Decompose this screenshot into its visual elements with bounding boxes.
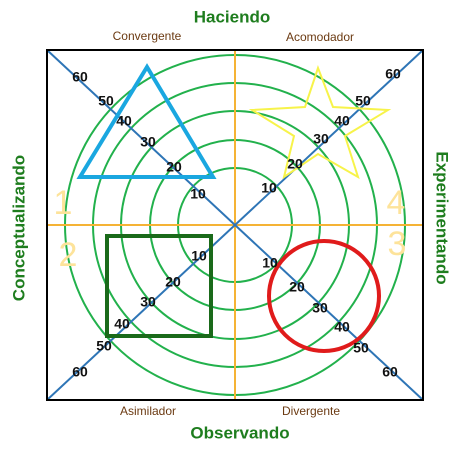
scale-label: 40 (334, 319, 350, 335)
scale-label: 20 (287, 156, 303, 172)
scale-label: 40 (116, 113, 132, 129)
quadrant-number: 1 (54, 184, 73, 222)
scale-label: 20 (165, 274, 181, 290)
style-label: Convergente (113, 29, 182, 43)
style-label: Asimilador (120, 404, 176, 418)
scale-label: 10 (191, 248, 207, 264)
scale-label: 60 (72, 69, 88, 85)
scale-label: 50 (96, 338, 112, 354)
style-label: Acomodador (286, 30, 354, 44)
scale-label: 20 (289, 279, 305, 295)
square (105, 234, 213, 338)
star (248, 65, 392, 180)
scale-label: 30 (312, 300, 328, 316)
red-circle (267, 239, 381, 353)
quadrant-number: 3 (388, 225, 407, 263)
scale-label: 60 (382, 364, 398, 380)
scale-label: 50 (353, 340, 369, 356)
quadrant-number: 4 (387, 184, 406, 222)
scale-label: 30 (313, 131, 329, 147)
style-label: Divergente (282, 404, 340, 418)
axis-label: Observando (190, 423, 289, 442)
axis-label: Conceptualizando (9, 155, 28, 301)
scale-label: 60 (385, 66, 401, 82)
scale-label: 20 (166, 159, 182, 175)
scale-label: 40 (114, 316, 130, 332)
scale-label: 50 (355, 93, 371, 109)
scale-label: 60 (72, 364, 88, 380)
axis-label: Haciendo (194, 7, 271, 26)
axis-label: Experimentando (433, 151, 452, 284)
scale-label: 30 (140, 294, 156, 310)
scale-label: 30 (140, 134, 156, 150)
scale-label: 50 (98, 93, 114, 109)
scale-label: 10 (262, 255, 278, 271)
triangle (76, 63, 217, 179)
scale-label: 10 (190, 186, 206, 202)
quadrant-number: 2 (59, 236, 78, 274)
scale-label: 10 (261, 180, 277, 196)
scale-label: 40 (334, 113, 350, 129)
frame (46, 49, 424, 401)
